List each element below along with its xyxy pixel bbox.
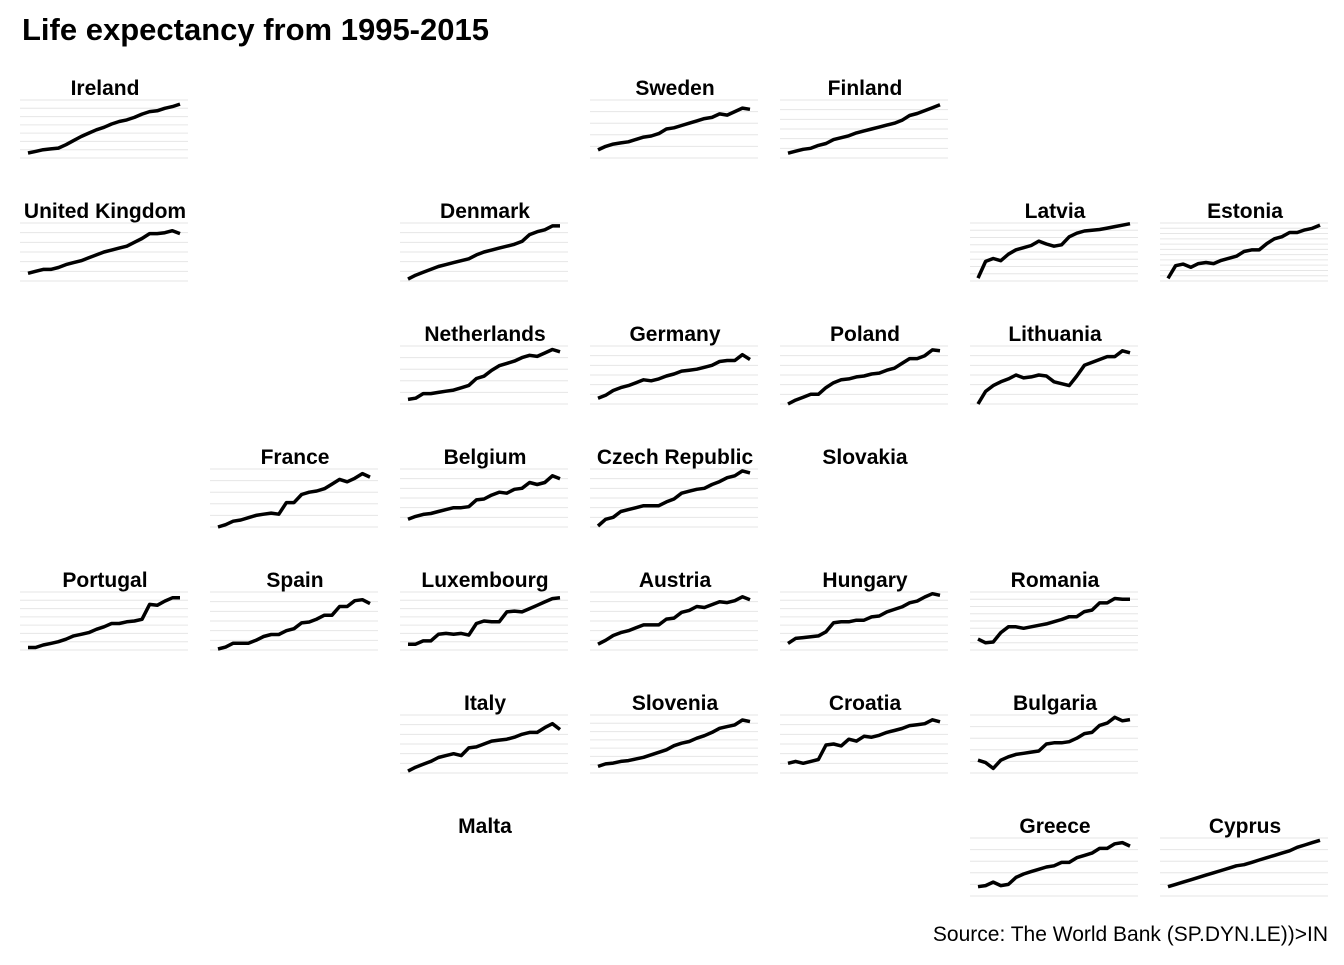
facet: Austria (590, 569, 758, 651)
facet: Bulgaria (970, 692, 1138, 774)
facet: Ireland (20, 77, 188, 159)
chart-title: Life expectancy from 1995-2015 (22, 12, 489, 47)
series-line (787, 591, 941, 645)
series-line (977, 715, 1131, 771)
facet: Italy (400, 692, 568, 774)
facet: Finland (780, 77, 948, 159)
facet-title: Germany (629, 323, 720, 346)
facet-title: Lithuania (1008, 323, 1102, 346)
facet-title: Italy (464, 692, 506, 715)
facet-title: Ireland (71, 77, 140, 100)
facet: Luxembourg (400, 569, 568, 651)
facet-title: Luxembourg (421, 569, 548, 592)
series-line (1167, 838, 1321, 889)
series-line (1166, 223, 1321, 280)
facet-title: France (261, 446, 330, 469)
facet: France (210, 446, 378, 529)
facet-title: Spain (266, 569, 323, 592)
facet-title: Netherlands (424, 323, 545, 346)
facet-title: Czech Republic (597, 446, 754, 469)
facet: Sweden (590, 77, 758, 159)
facet-title: Hungary (822, 569, 908, 592)
facet-title: Portugal (62, 569, 147, 592)
series-line (976, 221, 1131, 279)
facet-title: Greece (1019, 815, 1090, 838)
facet-title: Estonia (1207, 200, 1283, 223)
series-line (407, 347, 561, 402)
facet-title: Cyprus (1209, 815, 1281, 838)
facet: Poland (780, 323, 948, 406)
series-line (977, 596, 1130, 645)
series-line (407, 721, 562, 773)
facet-title: Malta (458, 815, 512, 838)
facet-title: Belgium (444, 446, 527, 469)
series-line (787, 718, 941, 766)
facet: Denmark (400, 200, 568, 282)
caption: Source: The World Bank (SP.DYN.LE))>IN (933, 923, 1328, 946)
facet: Belgium (400, 446, 568, 528)
facet: Greece (970, 815, 1138, 897)
facet: Cyprus (1160, 815, 1328, 897)
facet-title: Sweden (635, 77, 714, 100)
series-line (217, 597, 371, 651)
series-line (787, 103, 941, 155)
facet: Germany (590, 323, 758, 405)
facet: Malta (458, 815, 512, 838)
facet: Spain (210, 569, 378, 651)
facet: Latvia (970, 200, 1138, 282)
series-line (28, 596, 180, 650)
series-line (976, 349, 1131, 405)
series-line (787, 348, 941, 406)
facet-title: Croatia (829, 692, 902, 715)
series-line (407, 224, 560, 281)
facet-title: Romania (1011, 569, 1100, 592)
series-line (408, 596, 561, 646)
series-line (27, 228, 181, 275)
series-line (597, 718, 751, 769)
series-line (597, 106, 751, 152)
series-line (597, 595, 751, 646)
facet: Slovakia (822, 446, 908, 469)
facet-title: United Kingdom (24, 200, 186, 223)
facet-title: Slovakia (822, 446, 908, 469)
facet: Romania (970, 569, 1138, 651)
series-line (27, 102, 181, 155)
facet-title: Bulgaria (1013, 692, 1097, 715)
facet: Slovenia (590, 692, 758, 774)
facet-title: Finland (828, 77, 903, 100)
facet: Netherlands (400, 323, 568, 405)
facet-title: Austria (639, 569, 712, 592)
facet: Estonia (1160, 200, 1328, 282)
facet-title: Poland (830, 323, 900, 346)
facet: Portugal (20, 569, 188, 651)
facet: Croatia (780, 692, 948, 774)
facet: Czech Republic (590, 446, 758, 528)
facet: United Kingdom (20, 200, 188, 282)
series-line (977, 840, 1131, 889)
facet-title: Denmark (440, 200, 530, 223)
facet-title: Latvia (1025, 200, 1086, 223)
facet: Hungary (780, 569, 948, 651)
series-line (597, 352, 751, 400)
facet: Lithuania (970, 323, 1138, 405)
series-line (407, 474, 561, 521)
series-line (596, 469, 751, 528)
series-line (217, 471, 371, 529)
facet-title: Slovenia (632, 692, 719, 715)
